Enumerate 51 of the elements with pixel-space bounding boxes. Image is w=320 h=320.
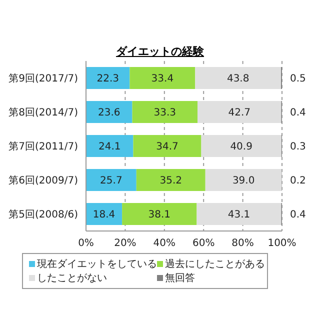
- bar: [133, 135, 202, 157]
- x-tick-label: 0%: [78, 238, 94, 250]
- data-label: 42.7: [228, 108, 251, 119]
- data-label: 23.6: [98, 108, 120, 119]
- data-label: 0.4: [290, 210, 306, 221]
- legend-label: 過去にしたことがある: [164, 258, 265, 271]
- data-label: 0.5: [290, 74, 306, 85]
- x-tick-label: 100%: [268, 238, 296, 250]
- data-label: 38.1: [148, 210, 171, 221]
- x-tick-label: 80%: [232, 238, 254, 250]
- bar: [86, 135, 134, 157]
- bar: [198, 101, 282, 123]
- bar: [86, 169, 136, 191]
- data-label: 0.3: [290, 142, 306, 153]
- legend-label: したことがない: [36, 272, 108, 285]
- data-label: 34.7: [156, 142, 178, 153]
- bar: [86, 203, 122, 225]
- y-tick-label: 第6回(2009/7): [8, 174, 78, 187]
- data-label: 43.1: [228, 210, 250, 221]
- data-label: 0.2: [290, 176, 306, 187]
- bar: [136, 169, 206, 191]
- bar: [86, 101, 132, 123]
- y-tick-label: 第5回(2008/6): [8, 208, 78, 221]
- data-label: 35.2: [160, 176, 182, 187]
- bar: [205, 169, 282, 191]
- data-label: 40.9: [230, 142, 252, 153]
- chart-title: ダイエットの経験: [115, 44, 205, 59]
- y-tick-label: 第8回(2014/7): [8, 106, 78, 119]
- x-tick-label: 40%: [153, 238, 176, 250]
- bar: [130, 67, 196, 89]
- x-tick-label: 60%: [192, 238, 215, 250]
- bar: [201, 135, 282, 157]
- legend-label: 無回答: [164, 272, 196, 285]
- x-tick-label: 20%: [114, 238, 136, 250]
- bar: [195, 67, 282, 89]
- bar: [86, 67, 130, 89]
- y-tick-label: 第9回(2017/7): [8, 72, 78, 85]
- data-label: 39.0: [232, 176, 255, 187]
- data-label: 22.3: [96, 74, 119, 85]
- data-label: 25.7: [100, 176, 122, 187]
- data-label: 33.4: [151, 74, 174, 85]
- data-label: 33.3: [154, 108, 176, 119]
- data-label: 43.8: [226, 74, 250, 85]
- data-label: 0.4: [290, 108, 306, 119]
- bar: [122, 203, 197, 225]
- y-tick-label: 第7回(2011/7): [8, 140, 78, 153]
- data-label: 24.1: [98, 142, 121, 153]
- bar: [132, 101, 198, 123]
- bar: [196, 203, 282, 225]
- legend-label: 現在ダイエットをしている: [36, 258, 157, 271]
- data-label: 18.4: [92, 210, 116, 221]
